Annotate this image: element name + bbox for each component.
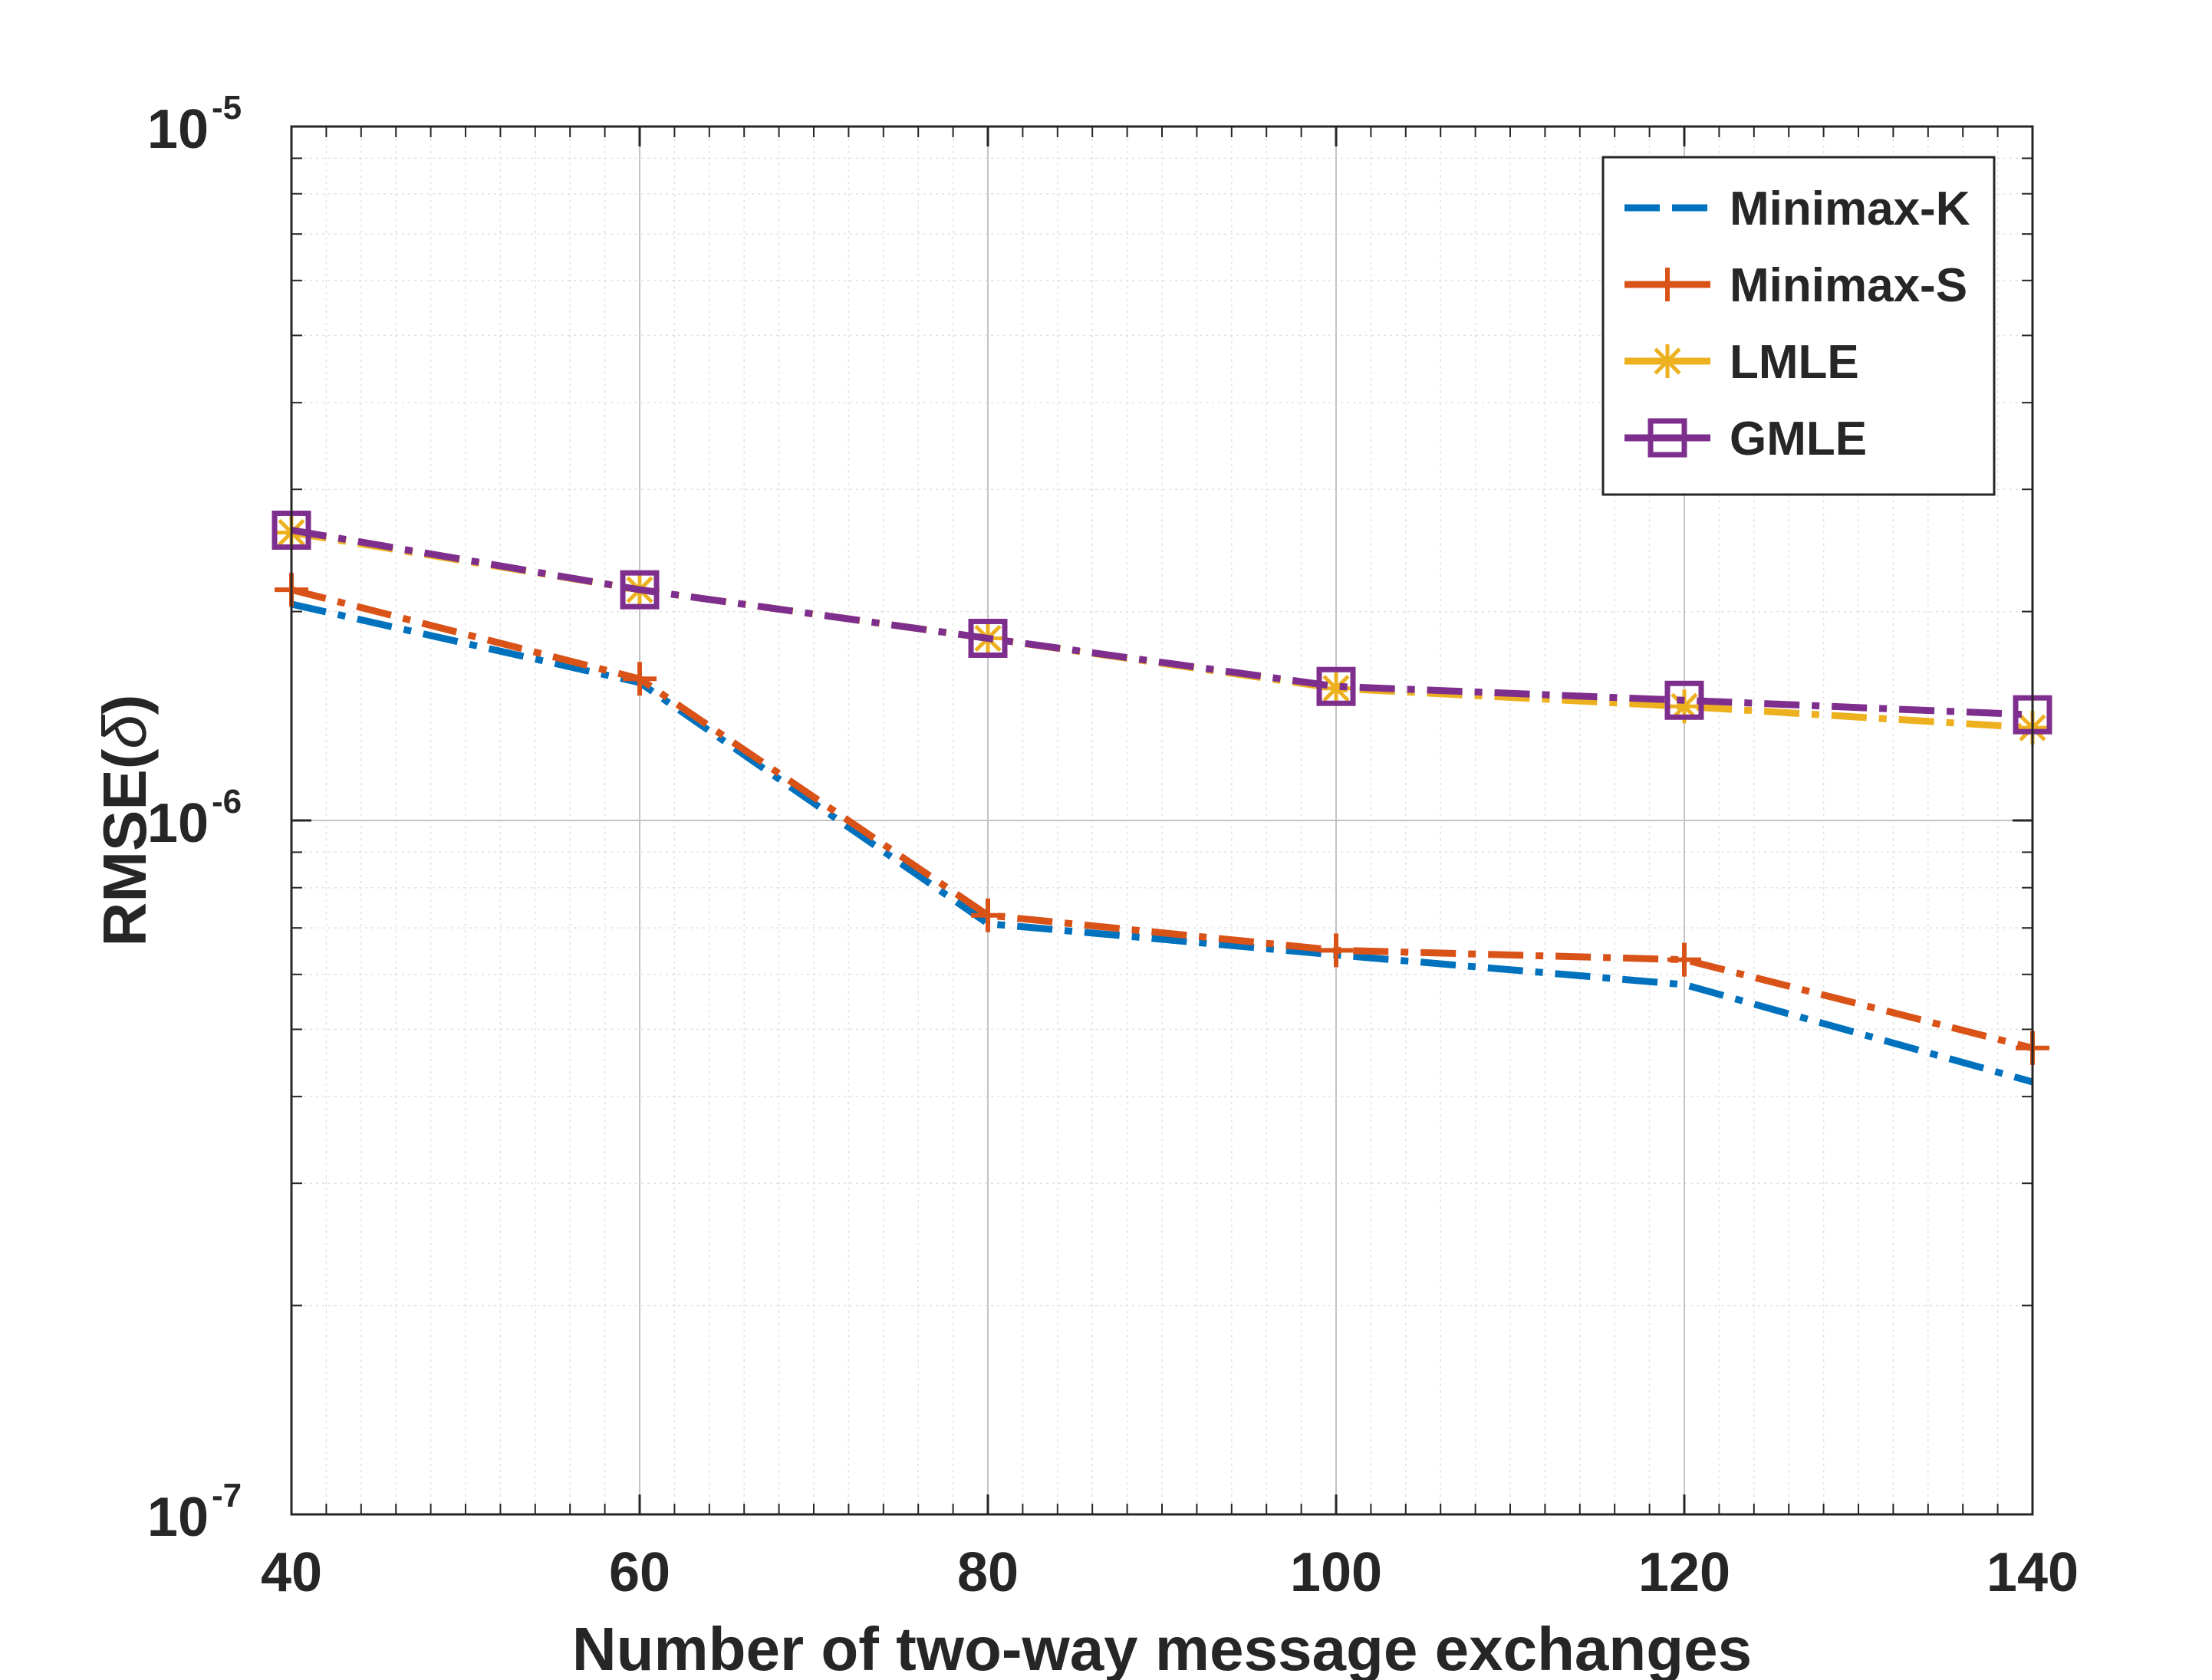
y-tick-exponent: -6 (212, 783, 242, 820)
legend-entry: LMLE (1624, 336, 1859, 389)
x-tick-labels: 40 60 80 100 120 140 (261, 1542, 2079, 1603)
x-tick-label: 80 (957, 1542, 1019, 1603)
y-axis-title-symbol: δ (91, 714, 159, 749)
legend-label: LMLE (1730, 336, 1859, 389)
y-axis-title-close: ) (91, 695, 159, 715)
legend-label: GMLE (1730, 413, 1867, 465)
legend-label: Minimax-S (1730, 259, 1967, 312)
asterisk-marker (1667, 689, 1701, 724)
square-marker (968, 618, 1008, 658)
series-line-minimax-s (290, 586, 2034, 1052)
series-line-minimax-k (291, 600, 2034, 1086)
series-line-gmle (291, 526, 2033, 718)
legend-entry: Minimax-K (1624, 182, 1970, 235)
square-marker (1647, 418, 1687, 458)
y-axis-title-text: RMSE( (91, 748, 159, 946)
plus-marker (1319, 933, 1353, 968)
legend: Minimax-K Minimax-S LMLE GMLE (1601, 156, 1996, 496)
series-minimax-k (291, 600, 2034, 1086)
axis-ticks (290, 125, 2034, 1516)
plus-marker (623, 662, 657, 696)
square-marker (620, 570, 660, 610)
x-tick-label: 120 (1638, 1542, 1730, 1603)
y-tick-exponent: -5 (212, 89, 242, 127)
y-tick-label: 10 (147, 1487, 209, 1548)
x-tick-label: 100 (1290, 1542, 1382, 1603)
plus-marker (971, 898, 1005, 932)
asterisk-marker (1651, 344, 1684, 378)
legend-entry: Minimax-S (1624, 259, 1967, 312)
legend-label: Minimax-K (1730, 182, 1970, 235)
legend-entry: GMLE (1624, 413, 1867, 465)
x-tick-label: 140 (1987, 1542, 2079, 1603)
y-tick-label: 10 (147, 99, 209, 160)
y-tick-labels: 10-710-610-5 (147, 89, 242, 1548)
square-marker (1664, 680, 1704, 720)
plus-marker (1667, 942, 1701, 977)
x-axis-title: Number of two-way message exchanges (572, 1615, 1752, 1680)
x-tick-label: 40 (261, 1542, 322, 1603)
x-tick-label: 60 (609, 1542, 670, 1603)
y-tick-exponent: -7 (212, 1477, 242, 1514)
y-axis-title: RMSE(δ) (91, 695, 159, 947)
square-marker (1316, 666, 1356, 706)
asterisk-marker (1319, 671, 1353, 705)
plus-marker (1651, 268, 1684, 301)
y-tick-label: 10 (147, 793, 209, 854)
